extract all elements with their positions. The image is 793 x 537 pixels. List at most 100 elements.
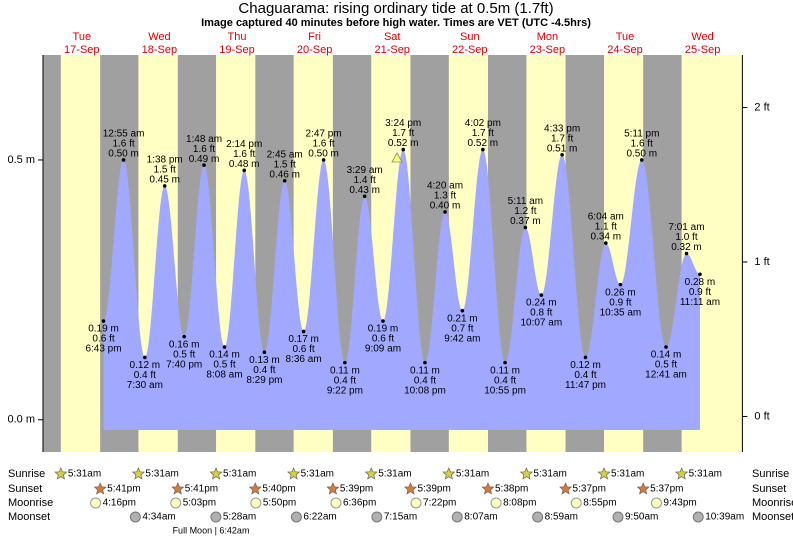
row-time: 5:31am bbox=[533, 469, 566, 480]
extreme-label: 1.7 ft bbox=[551, 133, 573, 144]
row-time: 5:41pm bbox=[185, 484, 218, 495]
row-time: 5:39pm bbox=[417, 484, 450, 495]
extreme-label: 0.43 m bbox=[349, 185, 380, 196]
extreme-point bbox=[503, 360, 507, 365]
extreme-label: 10:08 pm bbox=[404, 385, 446, 396]
extreme-point bbox=[143, 355, 147, 360]
extreme-label: 7:01 am bbox=[668, 222, 704, 233]
extreme-point bbox=[162, 184, 167, 188]
extreme-label: 3:29 am bbox=[347, 165, 383, 176]
extreme-point bbox=[343, 360, 347, 365]
row-time: 5:40pm bbox=[262, 484, 295, 495]
extreme-label: 0.4 ft bbox=[414, 375, 436, 386]
extreme-point bbox=[362, 194, 367, 199]
row-time: 5:28am bbox=[223, 512, 256, 523]
moon-icon bbox=[570, 497, 582, 509]
extreme-label: 0.6 ft bbox=[292, 344, 314, 355]
extreme-label: 1.7 ft bbox=[472, 128, 494, 139]
moon-icon bbox=[692, 511, 704, 523]
extreme-label: 0.34 m bbox=[591, 232, 622, 243]
extreme-label: 0.26 m bbox=[605, 287, 636, 298]
extreme-label: 8:36 am bbox=[286, 354, 322, 365]
extreme-label: 4:20 am bbox=[427, 181, 463, 192]
extreme-point bbox=[618, 282, 623, 287]
y-tick-label: 0.0 m bbox=[7, 414, 35, 426]
extreme-label: 11:47 pm bbox=[565, 380, 606, 391]
row-time: 5:31am bbox=[456, 469, 489, 480]
row-time: 5:31am bbox=[689, 469, 722, 480]
extreme-label: 0.51 m bbox=[547, 143, 578, 154]
row-time: 5:50pm bbox=[263, 498, 296, 509]
row-time: 5:31am bbox=[611, 469, 644, 480]
row-time: 4:34am bbox=[142, 512, 175, 523]
extreme-point bbox=[401, 147, 405, 152]
sun-icon bbox=[597, 467, 611, 480]
extreme-label: 6:43 pm bbox=[85, 344, 121, 355]
row-time: 4:16pm bbox=[103, 498, 136, 509]
plot-area: Tue17-SepWed18-SepThu19-SepFri20-SepSat2… bbox=[7, 31, 770, 452]
extreme-label: 0.4 ft bbox=[574, 370, 596, 381]
row-time: 5:37pm bbox=[650, 484, 683, 495]
extreme-point bbox=[321, 158, 326, 162]
extreme-label: 0.9 ft bbox=[609, 297, 631, 308]
extreme-label: 1.0 ft bbox=[675, 232, 697, 243]
sun-icon bbox=[209, 467, 223, 480]
extreme-point bbox=[560, 152, 564, 157]
extreme-label: 1.5 ft bbox=[274, 159, 296, 170]
extreme-label: 0.5 ft bbox=[173, 349, 195, 360]
extreme-point bbox=[282, 178, 287, 183]
extreme-label: 0.12 m bbox=[130, 360, 161, 371]
extreme-label: 6:04 am bbox=[588, 212, 624, 223]
extreme-point bbox=[481, 147, 485, 152]
sun-icon bbox=[364, 467, 378, 480]
moon-icon bbox=[650, 497, 662, 509]
moon-icon bbox=[490, 497, 502, 509]
sun-icon bbox=[675, 467, 689, 480]
extreme-label: 0.17 m bbox=[288, 334, 319, 345]
extreme-label: 9:42 am bbox=[444, 333, 480, 344]
extreme-label: 1.5 ft bbox=[154, 165, 176, 176]
row-time: 5:31am bbox=[145, 469, 178, 480]
extreme-label: 12:41 am bbox=[645, 370, 687, 381]
sun-icon bbox=[519, 467, 533, 480]
sun-icon bbox=[636, 482, 650, 495]
extreme-label: 0.46 m bbox=[269, 169, 300, 180]
weekday-label: Tue bbox=[616, 31, 635, 43]
capture-marker bbox=[391, 152, 403, 163]
moon-icon bbox=[129, 511, 141, 523]
sun-icon bbox=[326, 482, 340, 495]
extreme-label: 10:07 am bbox=[520, 318, 562, 329]
row-label: Sunrise bbox=[8, 468, 45, 480]
extreme-point bbox=[639, 158, 644, 162]
date-label: 22-Sep bbox=[452, 44, 487, 56]
extreme-label: 8:29 pm bbox=[246, 375, 282, 386]
moon-icon bbox=[210, 511, 222, 523]
row-time: 6:36pm bbox=[343, 498, 376, 509]
row-label: Sunset bbox=[8, 483, 42, 495]
extreme-label: 5:11 am bbox=[508, 196, 543, 207]
row-label-right: Moonrise bbox=[752, 497, 793, 509]
day-shade bbox=[60, 55, 101, 452]
weekday-label: Wed bbox=[148, 31, 170, 43]
extreme-label: 10:35 am bbox=[600, 307, 642, 318]
row-time: 7:22pm bbox=[423, 498, 456, 509]
extreme-point bbox=[242, 168, 247, 173]
sun-icon bbox=[559, 482, 573, 495]
extreme-label: 1.1 ft bbox=[595, 222, 617, 233]
extreme-label: 2:45 am bbox=[267, 149, 303, 160]
extreme-label: 1.6 ft bbox=[193, 144, 215, 155]
extreme-label: 0.52 m bbox=[388, 138, 419, 149]
row-time: 8:07am bbox=[464, 512, 497, 523]
extreme-point bbox=[262, 350, 267, 355]
extreme-point bbox=[539, 293, 544, 297]
extreme-label: 0.37 m bbox=[510, 216, 541, 227]
extreme-label: 0.50 m bbox=[308, 149, 339, 160]
row-time: 6:22am bbox=[303, 512, 336, 523]
sun-icon bbox=[403, 482, 418, 495]
row-time: 5:31am bbox=[223, 469, 256, 480]
date-label: 18-Sep bbox=[142, 44, 177, 56]
extreme-label: 0.16 m bbox=[169, 339, 200, 350]
extreme-label: 7:40 pm bbox=[166, 359, 202, 370]
extreme-point bbox=[182, 334, 186, 339]
